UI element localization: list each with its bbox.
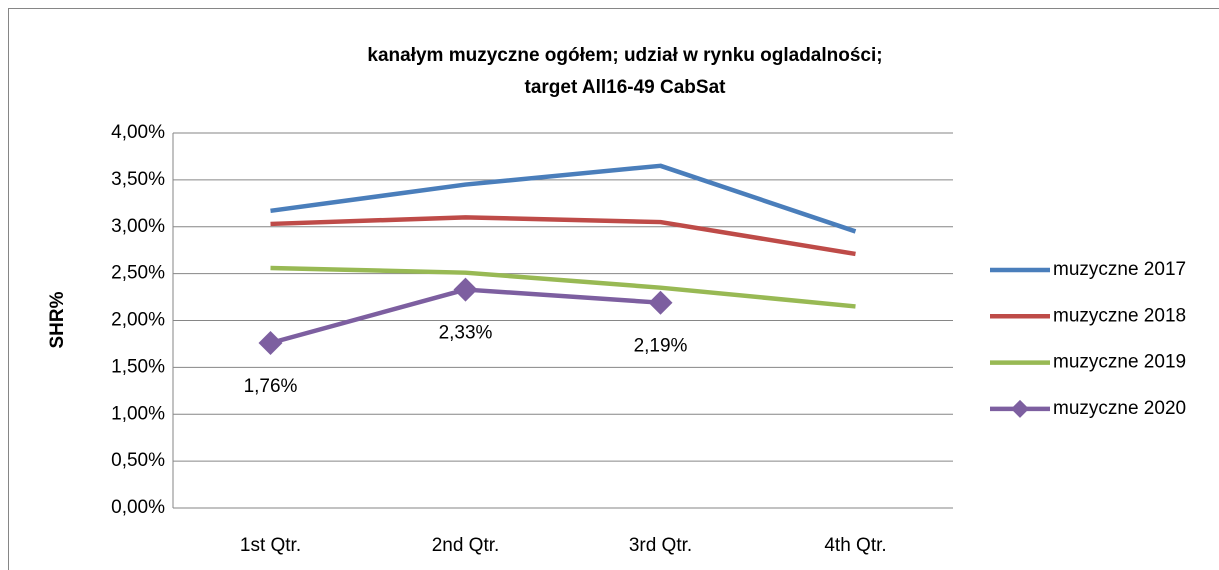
y-tick-label: 2,00% [111, 310, 165, 331]
y-tick-label: 3,00% [111, 216, 165, 237]
y-tick-label: 0,50% [111, 450, 165, 471]
series-line [270, 163, 857, 234]
legend-label: muzyczne 2018 [1053, 305, 1186, 326]
x-tick-label: 4th Qtr. [824, 535, 886, 556]
legend-marker [1011, 399, 1029, 418]
marker [453, 277, 478, 302]
y-tick-label: 1,50% [111, 356, 165, 377]
x-tick-label: 2nd Qtr. [432, 535, 500, 556]
series-line [270, 265, 856, 309]
chart-title: target All16-49 CabSat [525, 77, 727, 98]
series-line [270, 215, 856, 257]
y-tick-label: 2,50% [111, 263, 165, 284]
y-tick-label: 0,00% [111, 497, 165, 518]
chart-border [8, 8, 1219, 570]
y-tick-label: 3,50% [111, 169, 165, 190]
legend-label: muzyczne 2020 [1053, 398, 1186, 419]
x-tick-label: 3rd Qtr. [629, 535, 692, 556]
data-label: 1,76% [244, 376, 298, 397]
marker [648, 290, 673, 315]
chart-title: kanałym muzyczne ogółem; udział w rynku … [367, 45, 882, 66]
legend-label: muzyczne 2017 [1053, 259, 1186, 280]
data-label: 2,19% [634, 336, 688, 357]
y-tick-label: 4,00% [111, 122, 165, 143]
marker [258, 331, 283, 355]
y-tick-label: 1,00% [111, 403, 165, 424]
y-axis-label: SHR% [47, 291, 68, 348]
data-label: 2,33% [439, 323, 493, 344]
x-tick-label: 1st Qtr. [240, 535, 301, 556]
legend-label: muzyczne 2019 [1053, 352, 1186, 373]
